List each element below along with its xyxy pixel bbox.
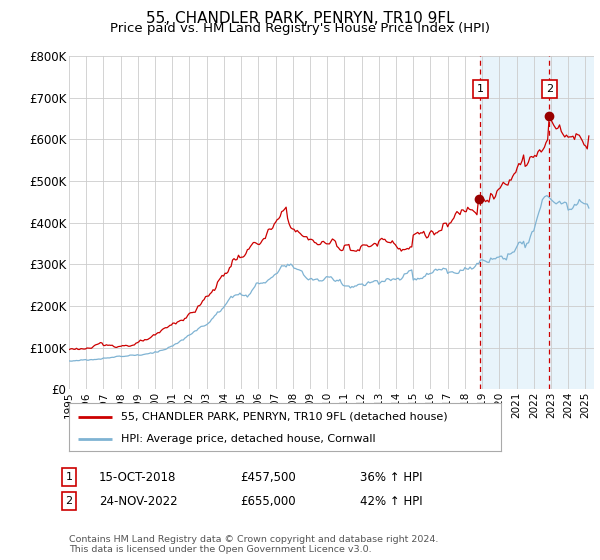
Text: £457,500: £457,500 <box>240 470 296 484</box>
Text: 2: 2 <box>545 85 553 94</box>
Text: 42% ↑ HPI: 42% ↑ HPI <box>360 494 422 508</box>
Text: 1: 1 <box>477 85 484 94</box>
Text: Contains HM Land Registry data © Crown copyright and database right 2024.
This d: Contains HM Land Registry data © Crown c… <box>69 535 439 554</box>
Text: 2: 2 <box>65 496 73 506</box>
Text: 55, CHANDLER PARK, PENRYN, TR10 9FL (detached house): 55, CHANDLER PARK, PENRYN, TR10 9FL (det… <box>121 412 448 422</box>
Text: 24-NOV-2022: 24-NOV-2022 <box>99 494 178 508</box>
Text: 1: 1 <box>65 472 73 482</box>
Bar <box>481 56 600 389</box>
Text: 55, CHANDLER PARK, PENRYN, TR10 9FL: 55, CHANDLER PARK, PENRYN, TR10 9FL <box>146 11 454 26</box>
Text: 15-OCT-2018: 15-OCT-2018 <box>99 470 176 484</box>
Text: 36% ↑ HPI: 36% ↑ HPI <box>360 470 422 484</box>
Text: £655,000: £655,000 <box>240 494 296 508</box>
Text: Price paid vs. HM Land Registry's House Price Index (HPI): Price paid vs. HM Land Registry's House … <box>110 22 490 35</box>
Text: HPI: Average price, detached house, Cornwall: HPI: Average price, detached house, Corn… <box>121 434 376 444</box>
